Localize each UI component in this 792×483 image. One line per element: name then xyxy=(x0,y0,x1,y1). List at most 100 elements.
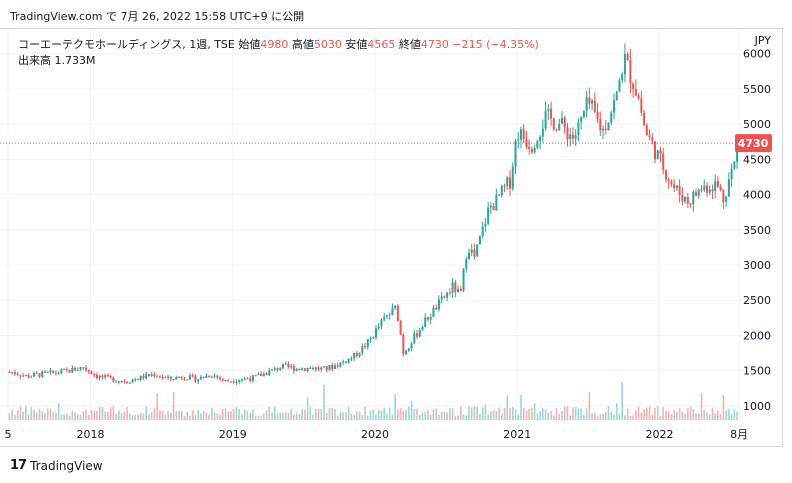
volume-bar xyxy=(506,395,509,420)
candle-body xyxy=(350,358,353,360)
candle-body xyxy=(79,367,82,370)
low-label: 安値 xyxy=(345,38,368,51)
candle-body xyxy=(303,368,306,371)
candle-body xyxy=(695,191,698,196)
volume-bar xyxy=(25,406,27,420)
candle-body xyxy=(188,375,191,380)
candle-body xyxy=(104,375,107,378)
volume-bar xyxy=(566,406,569,420)
candle-body xyxy=(582,111,585,117)
volume-bar xyxy=(375,414,377,420)
volume-bar xyxy=(547,412,550,420)
volume-bar xyxy=(139,413,142,420)
volume-bar xyxy=(416,408,418,420)
candle-body xyxy=(325,366,328,371)
candle-body xyxy=(692,191,695,205)
candle-body xyxy=(158,376,161,378)
price-chart[interactable]: 1000 1500 2000 2500 3000 3500 4000 4500 5000 5500… xyxy=(0,0,783,448)
candle-body xyxy=(369,337,372,340)
volume-bar xyxy=(200,413,202,420)
volume-bar xyxy=(60,414,63,420)
candle-body xyxy=(232,381,235,383)
volume-bar xyxy=(391,414,394,420)
volume-bar xyxy=(90,409,93,420)
volume-bar xyxy=(74,412,76,420)
tradingview-footer[interactable]: 17 TradingView xyxy=(10,458,103,473)
volume-bar xyxy=(405,409,407,420)
volume-bar xyxy=(304,410,306,420)
candle-body xyxy=(199,376,202,380)
candle-body xyxy=(599,118,602,131)
candle-body xyxy=(684,197,687,202)
candle-body xyxy=(519,129,522,140)
candle-body xyxy=(254,375,257,377)
volume-bar xyxy=(697,413,700,420)
volume-bar xyxy=(648,406,651,420)
candle-body xyxy=(186,379,189,381)
candle-body xyxy=(246,378,249,380)
volume-bar xyxy=(736,411,738,420)
volume-bar xyxy=(725,410,727,420)
candle-body xyxy=(85,367,88,370)
candle-body xyxy=(287,363,290,367)
volume-bar xyxy=(662,407,665,420)
volume-bar xyxy=(429,414,432,420)
candle-body xyxy=(506,177,509,186)
volume-bar xyxy=(585,408,588,420)
volume-bar xyxy=(517,414,520,420)
candle-body xyxy=(402,334,405,355)
volume-bar xyxy=(684,414,686,420)
volume-bar xyxy=(46,408,49,420)
candle-body xyxy=(221,378,224,381)
candle-body xyxy=(219,377,222,379)
candle-body xyxy=(372,337,375,339)
volume-bar xyxy=(449,407,451,420)
candle-body xyxy=(495,194,498,211)
candle-body xyxy=(645,125,648,136)
volume-bar xyxy=(596,415,599,420)
candle-body xyxy=(292,366,295,371)
volume-bar xyxy=(353,415,355,420)
candle-body xyxy=(418,330,421,337)
source-label: TradingView.com xyxy=(10,10,103,23)
volume-bar xyxy=(667,411,670,420)
volume-bar xyxy=(604,411,607,420)
volume-bar xyxy=(722,395,725,420)
candle-body xyxy=(623,54,626,75)
candle-body xyxy=(153,374,156,377)
volume-bar xyxy=(610,411,613,420)
candle-body xyxy=(664,169,667,180)
candle-body xyxy=(388,314,391,316)
volume-bar xyxy=(268,407,271,420)
candle-body xyxy=(298,368,301,370)
candle-body xyxy=(364,346,367,348)
candle-body xyxy=(33,373,36,377)
candle-body xyxy=(727,179,730,197)
volume-bar xyxy=(128,413,131,420)
candle-body xyxy=(309,367,312,369)
candle-body xyxy=(106,375,109,377)
volume-bar xyxy=(594,412,596,420)
currency-label: JPY xyxy=(754,34,772,47)
volume-bar xyxy=(580,408,582,420)
volume-bar xyxy=(145,406,147,420)
candle-body xyxy=(451,282,454,293)
volume-value: 1.733M xyxy=(54,54,96,67)
candle-body xyxy=(454,282,457,293)
volume-bar xyxy=(656,406,659,420)
candle-body xyxy=(607,122,610,131)
volume-bar xyxy=(457,415,459,420)
candle-body xyxy=(446,292,449,298)
volume-bar xyxy=(77,414,79,420)
candle-body xyxy=(276,367,279,371)
tradingview-logo-icon: 17 xyxy=(10,458,27,473)
candle-body xyxy=(265,373,268,376)
candle-body xyxy=(566,127,569,140)
volume-bar xyxy=(476,406,478,420)
x-tick-label: 8月 xyxy=(730,428,748,441)
volume-bar xyxy=(148,414,150,420)
volume-bar xyxy=(342,412,344,420)
volume-bar xyxy=(413,408,416,420)
volume-bar xyxy=(211,407,213,420)
x-tick-label: 2019 xyxy=(219,428,247,441)
